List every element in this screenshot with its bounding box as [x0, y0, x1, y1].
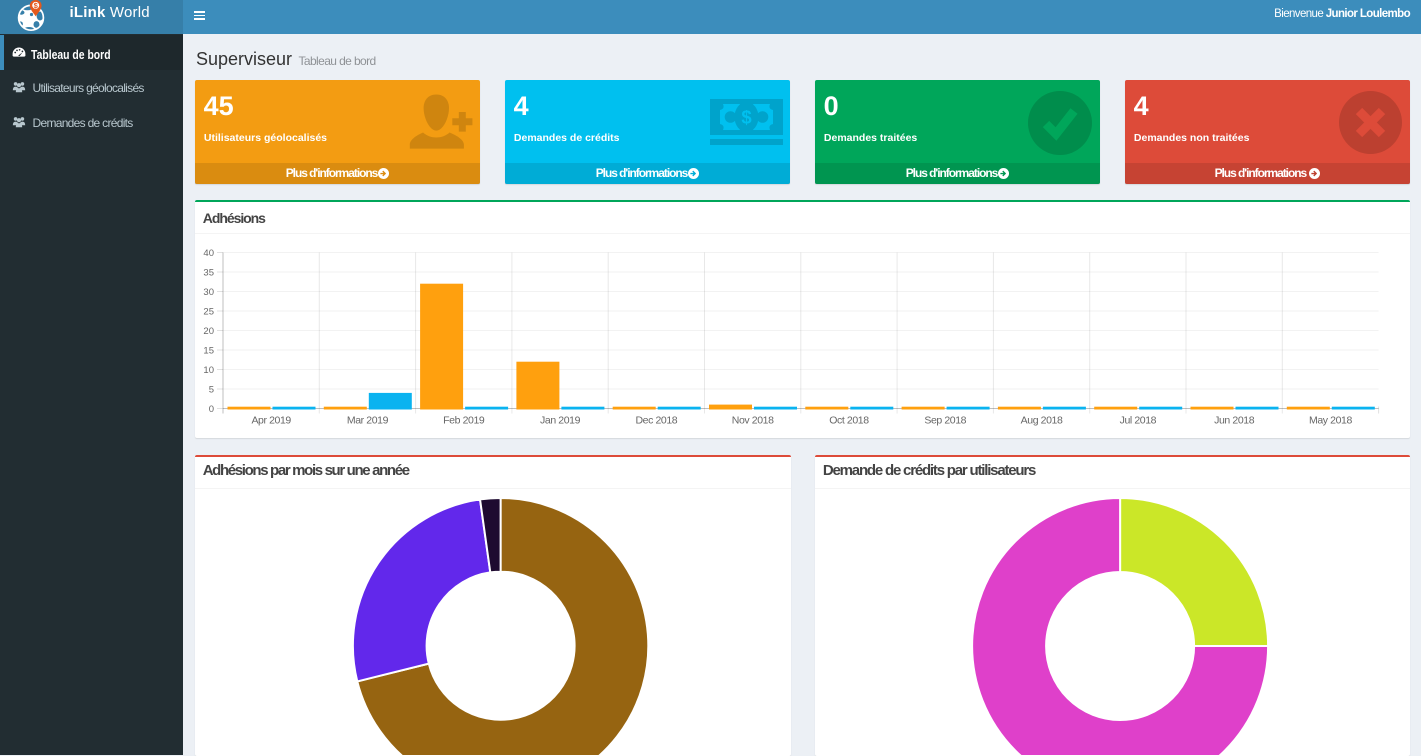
- svg-text:May 2018: May 2018: [1309, 414, 1352, 426]
- svg-text:Feb 2019: Feb 2019: [443, 414, 485, 426]
- svg-text:15: 15: [203, 345, 214, 356]
- svg-text:Jul 2018: Jul 2018: [1120, 414, 1157, 426]
- svg-text:25: 25: [203, 306, 214, 317]
- svg-text:Apr 2019: Apr 2019: [251, 414, 291, 426]
- svg-text:$: $: [34, 1, 39, 10]
- svg-text:40: 40: [203, 248, 214, 259]
- svg-text:30: 30: [203, 287, 214, 298]
- svg-text:35: 35: [203, 267, 214, 278]
- svg-text:Dec 2018: Dec 2018: [635, 414, 677, 426]
- svg-text:Sep 2018: Sep 2018: [924, 414, 966, 426]
- svg-text:Oct 2018: Oct 2018: [829, 414, 869, 426]
- svg-text:Jun 2018: Jun 2018: [1214, 414, 1255, 426]
- svg-text:$: $: [741, 106, 752, 127]
- svg-text:0: 0: [209, 404, 214, 415]
- svg-text:10: 10: [203, 365, 214, 376]
- svg-text:20: 20: [203, 326, 214, 337]
- svg-text:Mar 2019: Mar 2019: [347, 414, 389, 426]
- svg-text:Aug 2018: Aug 2018: [1021, 414, 1063, 426]
- svg-text:Nov 2018: Nov 2018: [732, 414, 774, 426]
- svg-text:Jan 2019: Jan 2019: [540, 414, 581, 426]
- svg-text:5: 5: [209, 384, 214, 395]
